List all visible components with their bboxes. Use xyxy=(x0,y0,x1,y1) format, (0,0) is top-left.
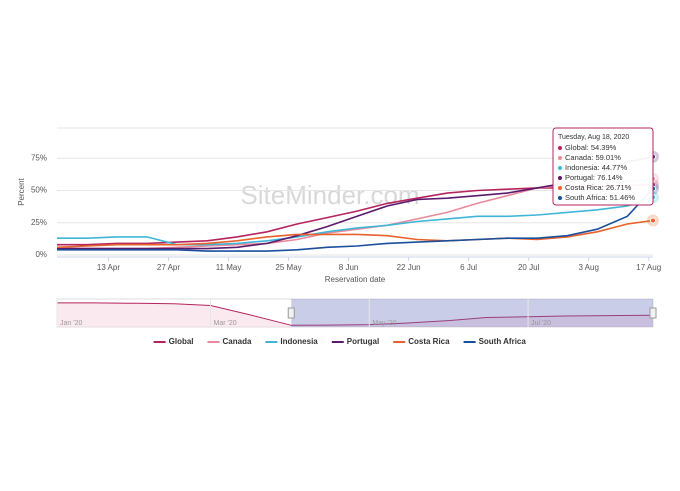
legend-label[interactable]: Canada xyxy=(223,337,252,346)
x-tick-label: 25 May xyxy=(275,263,301,272)
tooltip-dot xyxy=(558,176,562,180)
navigator-handle[interactable] xyxy=(287,307,295,319)
y-tick-label: 75% xyxy=(31,153,47,162)
y-axis-title: Percent xyxy=(17,177,26,205)
navigator-tick-label: Mar '20 xyxy=(214,320,237,327)
tooltip-dot xyxy=(558,156,562,160)
tooltip-dot xyxy=(558,146,562,150)
x-tick-label: 20 Jul xyxy=(518,263,540,272)
x-tick-label: 3 Aug xyxy=(578,263,598,272)
x-tick-label: 8 Jun xyxy=(339,263,359,272)
tooltip-item: South Africa: 51.46% xyxy=(565,193,635,202)
series-line xyxy=(57,188,654,252)
series-line xyxy=(57,196,654,246)
x-tick-label: 11 May xyxy=(216,263,242,272)
tooltip-item: Global: 54.39% xyxy=(565,143,617,152)
navigator-tick-label: Jul '20 xyxy=(531,320,551,327)
navigator-area xyxy=(57,302,653,327)
legend-label[interactable]: Indonesia xyxy=(280,337,318,346)
legend: Global Canada Indonesia Portugal Costa Rica S… xyxy=(153,337,527,346)
legend-label[interactable]: Costa Rica xyxy=(408,337,450,346)
tooltip-dot xyxy=(558,166,562,170)
tooltip-box xyxy=(552,127,654,206)
navigator-selection xyxy=(291,299,653,327)
tooltip-item: Costa Rica: 26.71% xyxy=(565,183,632,192)
tooltip-item: Portugal: 76.14% xyxy=(565,173,623,182)
tooltip-dot xyxy=(558,186,562,190)
navigator-handle[interactable] xyxy=(649,307,657,319)
tooltip-dot xyxy=(558,196,562,200)
x-tick-label: 13 Apr xyxy=(97,263,120,272)
x-tick-label: 6 Jul xyxy=(460,263,477,272)
x-tick-label: 17 Aug xyxy=(636,263,661,272)
legend-label[interactable]: Portugal xyxy=(347,337,379,346)
legend-label[interactable]: Global xyxy=(169,337,194,346)
hover-marker xyxy=(650,217,656,224)
navigator-tick-label: May '20 xyxy=(372,320,396,327)
tooltip-title: Tuesday, Aug 18, 2020 xyxy=(558,134,629,141)
y-tick-label: 50% xyxy=(31,186,47,195)
y-tick-label: 25% xyxy=(31,218,47,227)
x-axis-title: Reservation date xyxy=(325,275,386,284)
x-tick-label: 22 Jun xyxy=(397,263,421,272)
tooltip-item: Canada: 59.01% xyxy=(565,153,621,162)
navigator-tick-label: Jan '20 xyxy=(60,320,82,327)
navigator-line xyxy=(57,302,654,326)
series-line xyxy=(56,219,654,249)
x-tick-label: 27 Apr xyxy=(157,263,180,272)
y-tick-label: 0% xyxy=(35,250,47,259)
legend-label[interactable]: South Africa xyxy=(479,337,527,346)
tooltip-item: Indonesia: 44.77% xyxy=(565,163,627,172)
